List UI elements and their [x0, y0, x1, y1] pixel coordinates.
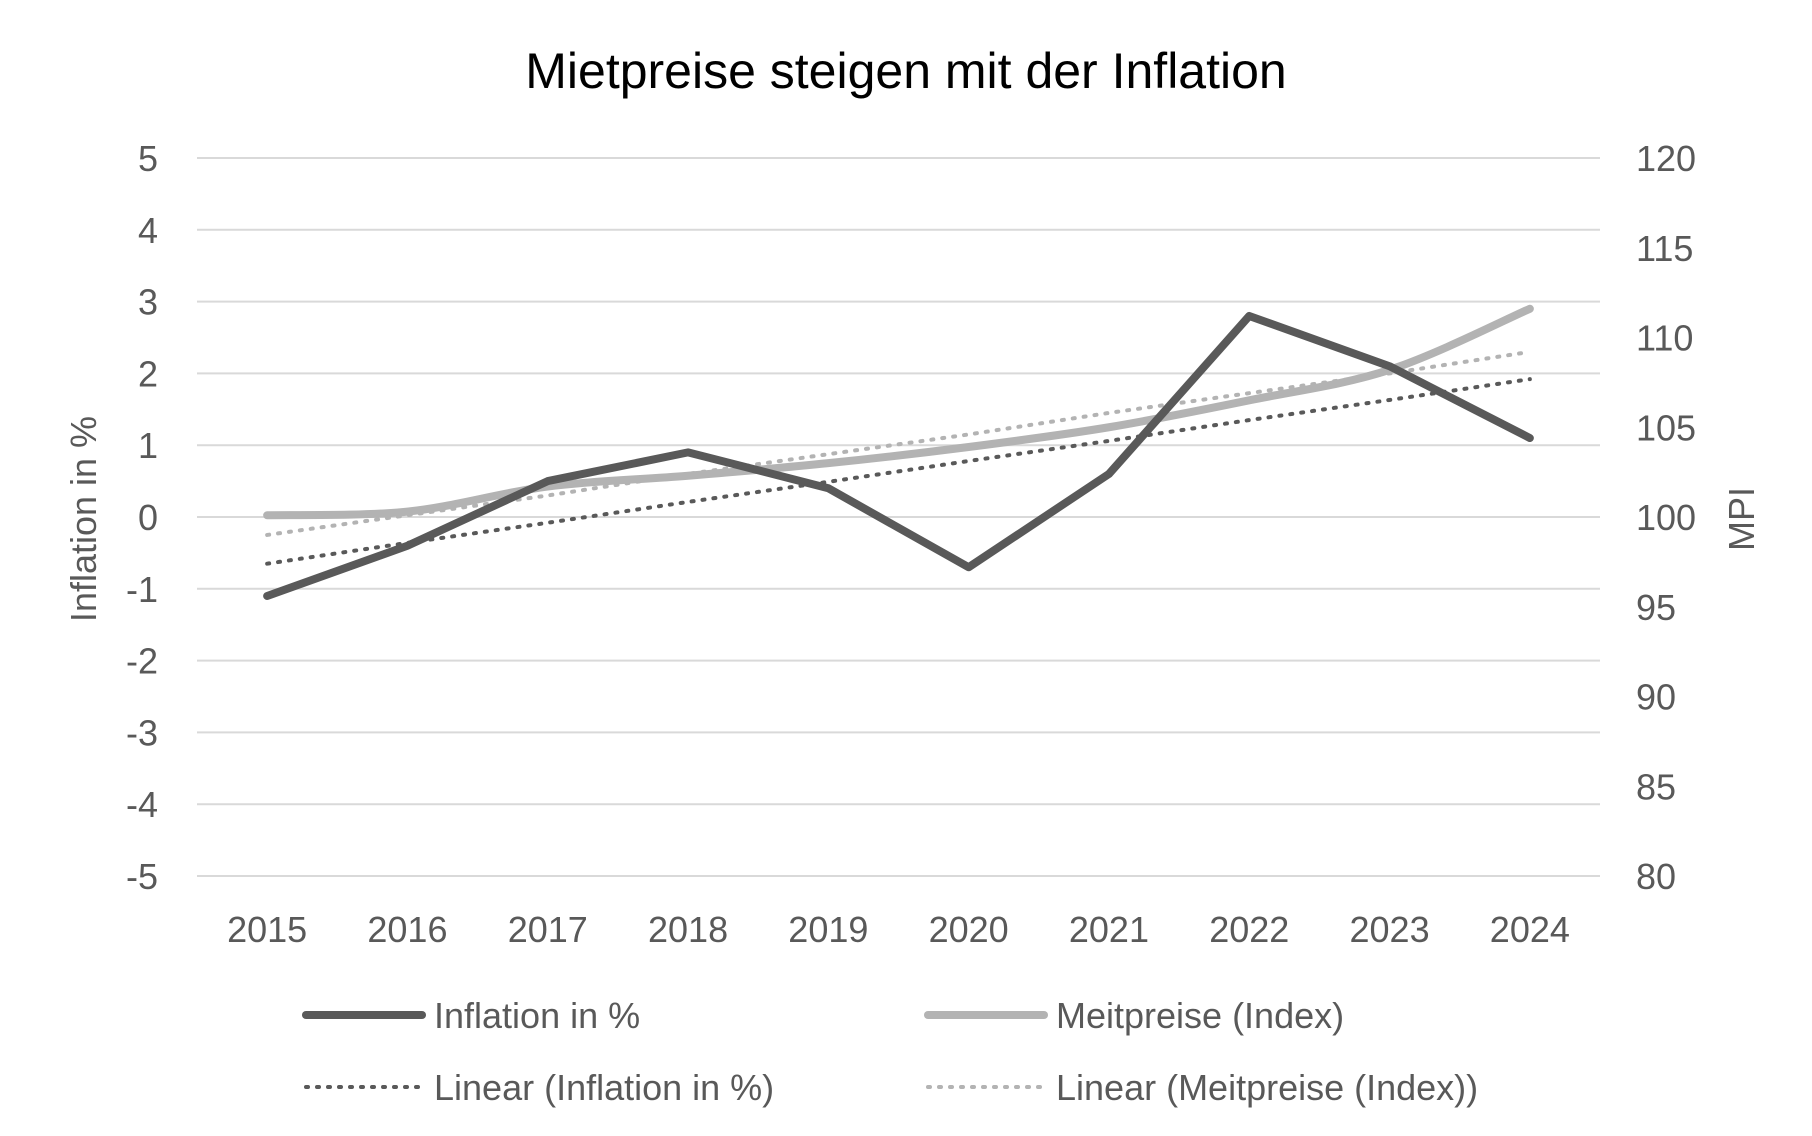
x-tick-label: 2024	[1490, 909, 1570, 950]
right-tick-label: 100	[1636, 497, 1696, 538]
x-tick-label: 2017	[508, 909, 588, 950]
left-tick-label: 3	[138, 282, 158, 323]
left-tick-label: 0	[138, 497, 158, 538]
left-tick-label: 2	[138, 353, 158, 394]
left-axis-ticks: 5 4 3 2 1 0 -1 -2 -3 -4 -5	[126, 138, 158, 897]
legend-item[interactable]: Inflation in %	[302, 995, 640, 1036]
legend-item[interactable]: Linear (Inflation in %)	[304, 1067, 774, 1108]
right-tick-label: 115	[1636, 228, 1693, 269]
right-tick-label: 85	[1636, 766, 1676, 807]
right-tick-label: 80	[1636, 856, 1676, 897]
gridlines	[197, 157, 1600, 877]
series-lines	[263, 304, 1534, 600]
x-tick-label: 2021	[1069, 909, 1149, 950]
left-axis-label: Inflation in %	[63, 416, 104, 622]
x-axis-ticks: 2015 2016 2017 2018 2019 2020 2021 2022 2023 2024	[227, 909, 1570, 950]
left-tick-label: -1	[126, 569, 158, 610]
left-tick-label: -4	[126, 784, 158, 825]
left-tick-label: 1	[138, 425, 158, 466]
left-tick-label: -5	[126, 856, 158, 897]
legend-label: Linear (Inflation in %)	[434, 1067, 774, 1108]
series-line-2	[263, 304, 1534, 520]
series-line-4	[265, 349, 1532, 537]
chart-title: Mietpreise steigen mit der Inflation	[525, 43, 1286, 99]
left-tick-label: 4	[138, 210, 158, 251]
right-tick-label: 95	[1636, 587, 1676, 628]
x-tick-label: 2015	[227, 909, 307, 950]
right-tick-label: 120	[1636, 138, 1696, 179]
right-tick-label: 105	[1636, 407, 1696, 448]
x-tick-label: 2019	[788, 909, 868, 950]
x-tick-label: 2023	[1350, 909, 1430, 950]
right-tick-label: 110	[1636, 318, 1693, 359]
right-tick-label: 90	[1636, 677, 1676, 718]
right-axis-ticks: 120 115 110 105 100 95 90 85 80	[1636, 138, 1696, 897]
left-tick-label: -3	[126, 712, 158, 753]
x-tick-label: 2022	[1209, 909, 1289, 950]
series-line-3	[265, 377, 1532, 566]
legend-item[interactable]: Linear (Meitpreise (Index))	[926, 1067, 1478, 1108]
x-tick-label: 2016	[367, 909, 447, 950]
left-tick-label: 5	[138, 138, 158, 179]
right-axis-label: MPI	[1721, 487, 1762, 551]
legend-item[interactable]: Meitpreise (Index)	[924, 995, 1344, 1036]
legend-label: Meitpreise (Index)	[1056, 995, 1344, 1036]
legend[interactable]: Inflation in % Meitpreise (Index) Linear (…	[302, 995, 1478, 1108]
x-tick-label: 2020	[929, 909, 1009, 950]
legend-label: Inflation in %	[434, 995, 640, 1036]
legend-label: Linear (Meitpreise (Index))	[1056, 1067, 1478, 1108]
series-line-1	[263, 311, 1534, 600]
left-tick-label: -2	[126, 641, 158, 682]
x-tick-label: 2018	[648, 909, 728, 950]
